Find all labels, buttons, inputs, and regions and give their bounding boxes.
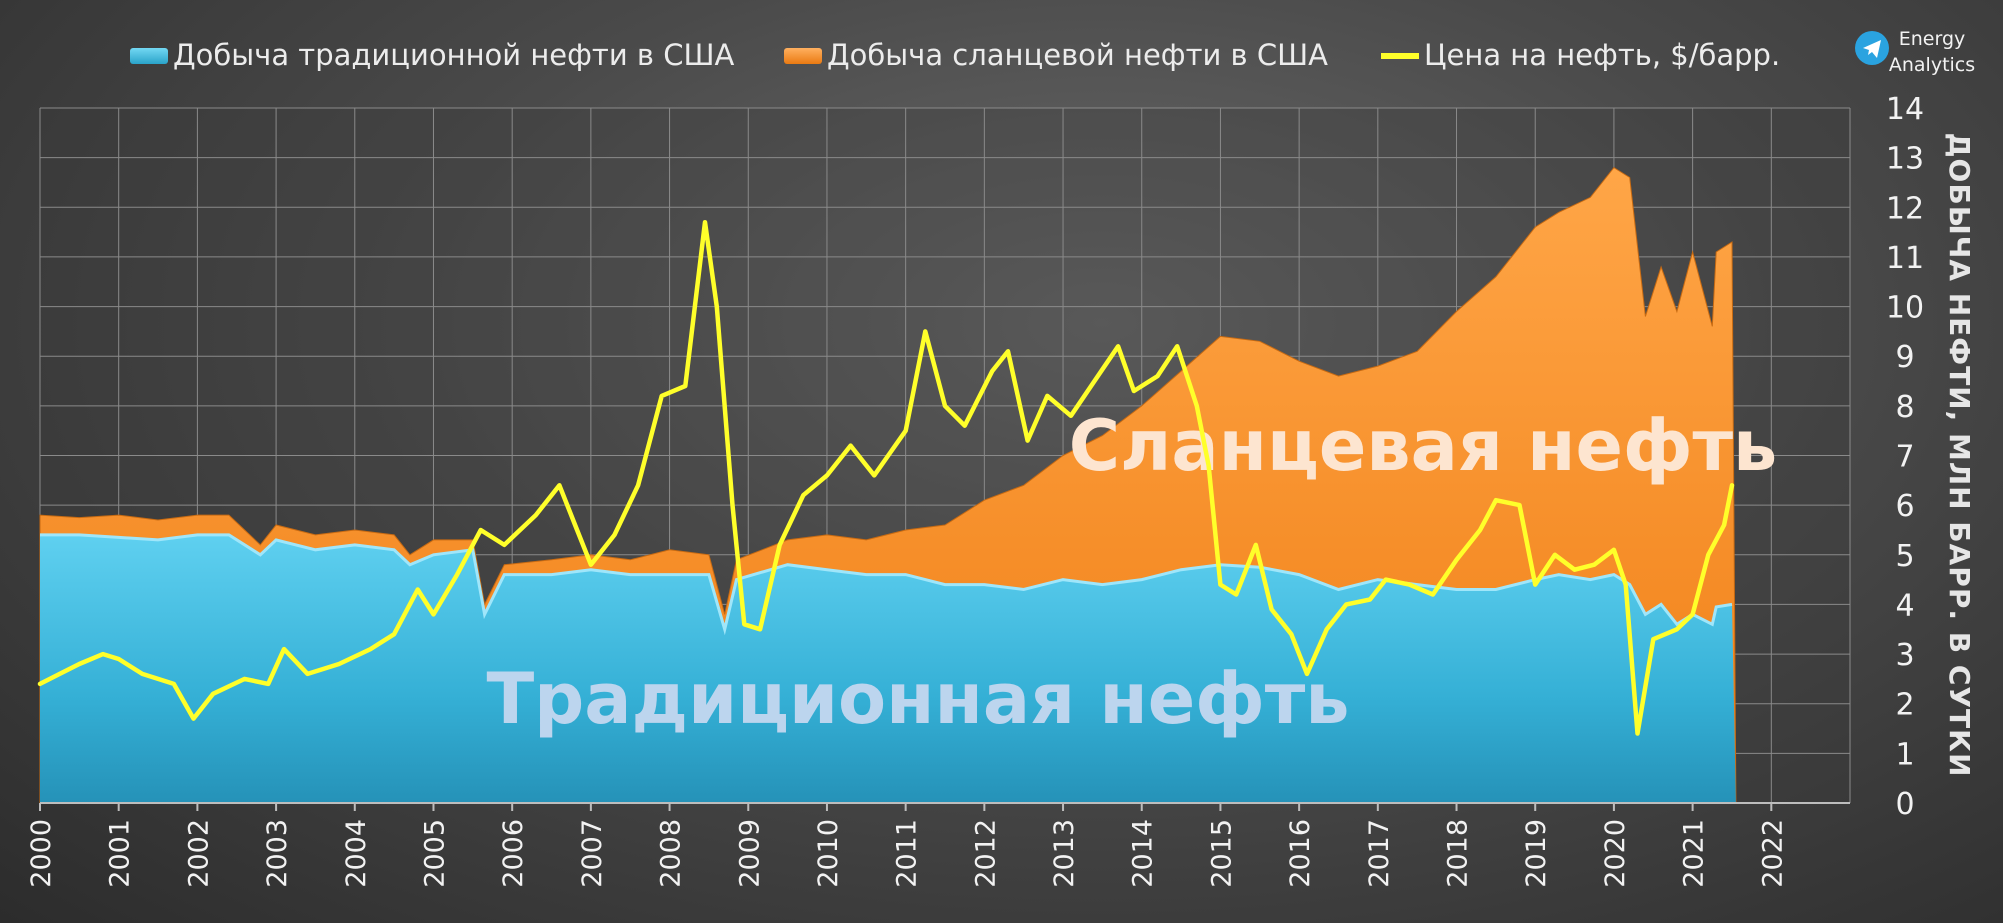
y-tick-label: 1 (1895, 737, 1914, 772)
x-tick-label: 2004 (341, 819, 372, 888)
x-tick-label: 2018 (1443, 819, 1474, 888)
y-tick-label: 4 (1895, 588, 1914, 623)
x-tick-label: 2012 (970, 819, 1001, 888)
x-tick-label: 2001 (105, 819, 136, 888)
y-tick-label: 13 (1886, 142, 1924, 177)
x-tick-label: 2014 (1128, 819, 1159, 888)
conventional-oil-top-edge (40, 533, 1733, 636)
y-tick-label: 5 (1895, 539, 1914, 574)
telegram-icon (1855, 31, 1889, 65)
x-tick-label: 2011 (892, 819, 923, 888)
y-tick-label: 7 (1895, 440, 1914, 475)
y-tick-label: 12 (1886, 191, 1924, 226)
legend-label-price: Цена на нефть, $/барр. (1424, 38, 1780, 72)
x-tick-label: 2015 (1206, 819, 1237, 888)
brand-logo: Energy Analytics (1855, 28, 1975, 76)
x-tick-label: 2013 (1049, 819, 1080, 888)
y-tick-label: 14 (1886, 92, 1924, 127)
conventional-oil-area (40, 534, 1736, 803)
x-tick-label: 2003 (262, 819, 293, 888)
legend-label-shale: Добыча сланцевой нефти в США (827, 38, 1328, 72)
y-tick-label: 8 (1895, 390, 1914, 425)
brand-line1: Energy (1899, 28, 1966, 50)
legend-swatch-conventional (130, 48, 168, 64)
region-label-conventional: Традиционная нефть (486, 658, 1349, 740)
y-tick-label: 10 (1886, 291, 1924, 326)
x-tick-label: 2010 (813, 819, 844, 888)
y-tick-label: 11 (1886, 241, 1924, 276)
x-axis: 2000 2001 2002 2003 2004 2005 2006 2007 2008 2009… (26, 803, 1788, 888)
y-tick-label: 6 (1895, 489, 1914, 524)
y-tick-label: 9 (1895, 340, 1914, 375)
x-tick-label: 2005 (419, 819, 450, 888)
x-tick-label: 2009 (734, 819, 765, 888)
legend-label-conventional: Добыча традиционной нефти в США (173, 38, 734, 72)
x-tick-label: 2006 (498, 819, 529, 888)
x-tick-label: 2002 (183, 819, 214, 888)
legend-swatch-shale (784, 48, 822, 64)
region-label-shale: Сланцевая нефть (1069, 405, 1778, 487)
x-tick-label: 2007 (577, 819, 608, 888)
x-tick-label: 2016 (1285, 819, 1316, 888)
oil-price-line (37, 219, 1735, 736)
y-axis-label: ДОБЫЧА НЕФТИ, МЛН БАРР. В СУТКИ (1943, 133, 1976, 778)
x-tick-label: 2019 (1521, 819, 1552, 888)
x-tick-label: 2017 (1364, 819, 1395, 888)
legend: Добыча традиционной нефти в США Добыча с… (130, 38, 1780, 72)
y-tick-label: 3 (1895, 638, 1914, 673)
y-tick-label: 2 (1895, 688, 1914, 723)
x-tick-label: 2022 (1757, 819, 1788, 888)
x-tick-label: 2021 (1679, 819, 1710, 888)
x-tick-label: 2008 (656, 819, 687, 888)
x-tick-label: 2000 (26, 819, 57, 888)
y-tick-label: 0 (1895, 787, 1914, 822)
x-tick-label: 2020 (1600, 819, 1631, 888)
brand-line2: Analytics (1889, 54, 1975, 76)
legend-swatch-price (1381, 53, 1419, 59)
